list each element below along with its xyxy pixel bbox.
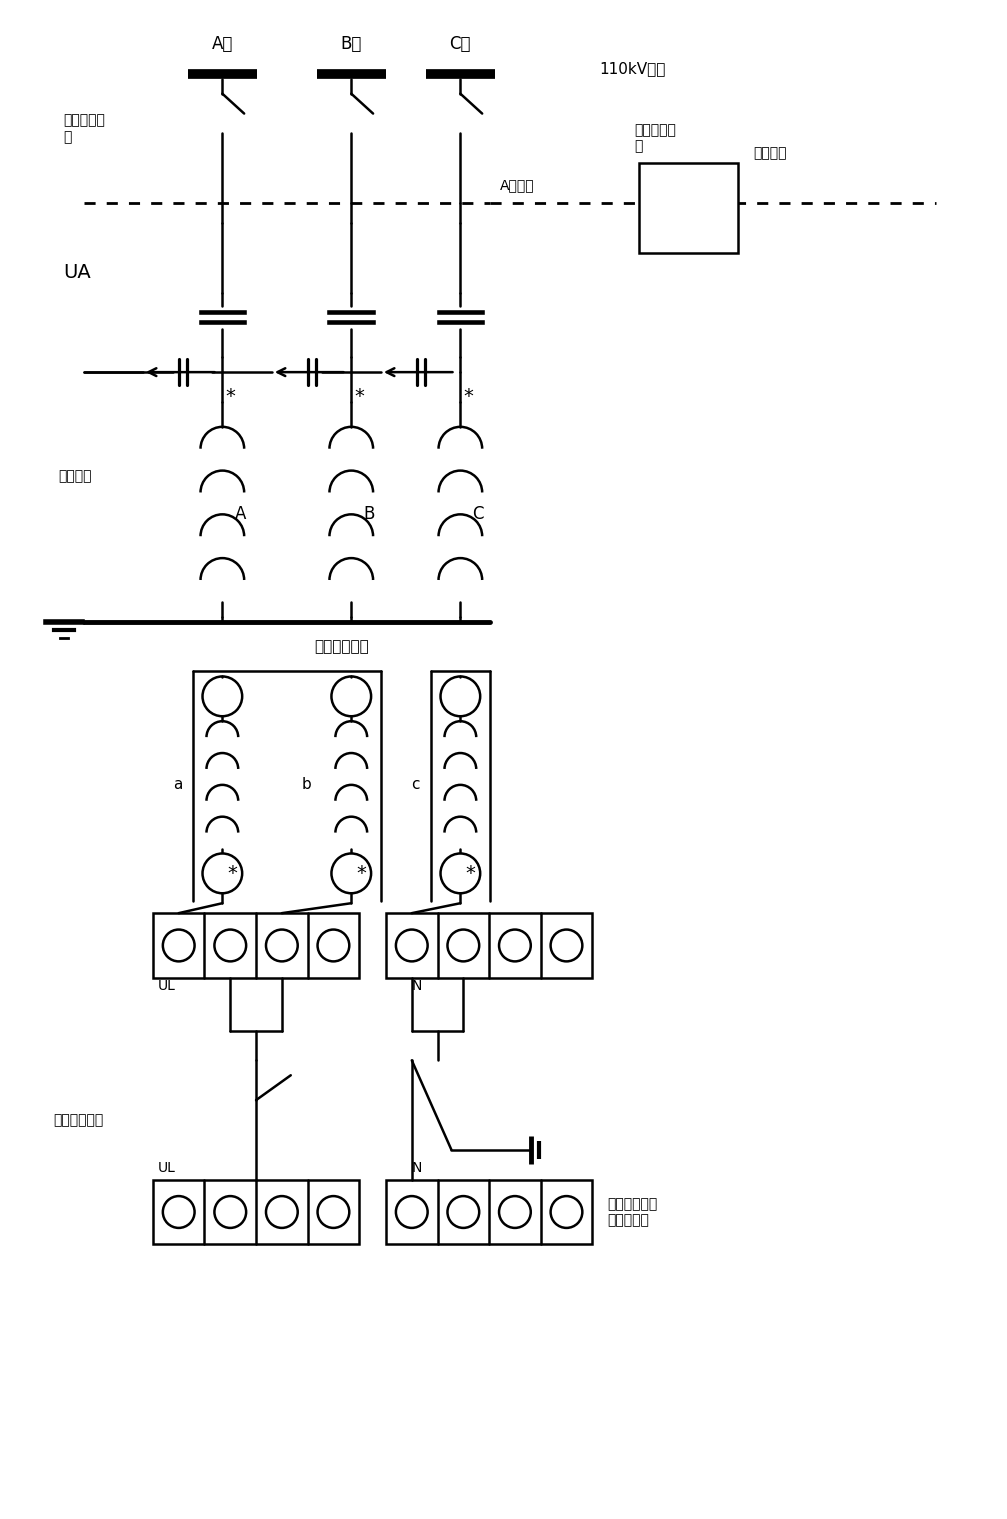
- Text: 试验电源: 试验电源: [753, 146, 786, 161]
- Circle shape: [551, 1195, 582, 1227]
- Text: 110kV母线: 110kV母线: [599, 61, 666, 76]
- Circle shape: [447, 930, 479, 962]
- Circle shape: [214, 1195, 246, 1227]
- Circle shape: [440, 854, 480, 893]
- Text: *: *: [465, 864, 475, 883]
- Bar: [153, 913, 359, 978]
- Text: UL: UL: [158, 1161, 176, 1174]
- Bar: [638, 163, 738, 252]
- Text: 控刽室继电保
护屏柜端子: 控刽室继电保 护屏柜端子: [607, 1197, 658, 1227]
- Circle shape: [163, 1195, 194, 1227]
- Circle shape: [447, 1195, 479, 1227]
- Text: UA: UA: [63, 263, 92, 283]
- Bar: [153, 1180, 359, 1244]
- Circle shape: [317, 1195, 349, 1227]
- Text: *: *: [226, 387, 236, 407]
- Text: B: B: [364, 506, 375, 524]
- Text: 一次绕组: 一次绕组: [58, 469, 93, 483]
- Circle shape: [214, 930, 246, 962]
- Text: C: C: [472, 506, 484, 524]
- Text: *: *: [356, 864, 367, 883]
- Text: N: N: [412, 1161, 422, 1174]
- Text: 试验空气开
关: 试验空气开 关: [634, 123, 676, 153]
- Text: *: *: [354, 387, 365, 407]
- Text: 母线隔离开
关: 母线隔离开 关: [63, 114, 106, 144]
- Text: c: c: [412, 778, 420, 793]
- Text: 零序电压空开: 零序电压空开: [53, 1113, 104, 1127]
- Text: A相: A相: [211, 35, 233, 53]
- Text: a: a: [173, 778, 182, 793]
- Circle shape: [317, 930, 349, 962]
- Text: A相电源: A相电源: [500, 178, 535, 193]
- Circle shape: [266, 930, 298, 962]
- Text: *: *: [463, 387, 473, 407]
- Text: A: A: [235, 506, 246, 524]
- Circle shape: [396, 1195, 428, 1227]
- Text: N: N: [412, 978, 422, 993]
- Bar: [386, 913, 592, 978]
- Circle shape: [499, 930, 531, 962]
- Circle shape: [440, 676, 480, 717]
- Text: UL: UL: [158, 978, 176, 993]
- Circle shape: [551, 930, 582, 962]
- Text: b: b: [302, 778, 311, 793]
- Circle shape: [202, 676, 242, 717]
- Text: *: *: [228, 864, 238, 883]
- Circle shape: [499, 1195, 531, 1227]
- Bar: [386, 1180, 592, 1244]
- Circle shape: [331, 854, 372, 893]
- Circle shape: [396, 930, 428, 962]
- Circle shape: [331, 676, 372, 717]
- Circle shape: [266, 1195, 298, 1227]
- Circle shape: [202, 854, 242, 893]
- Text: 零序二次绕组: 零序二次绕组: [314, 639, 369, 655]
- Text: B相: B相: [340, 35, 362, 53]
- Circle shape: [163, 930, 194, 962]
- Text: C相: C相: [449, 35, 471, 53]
